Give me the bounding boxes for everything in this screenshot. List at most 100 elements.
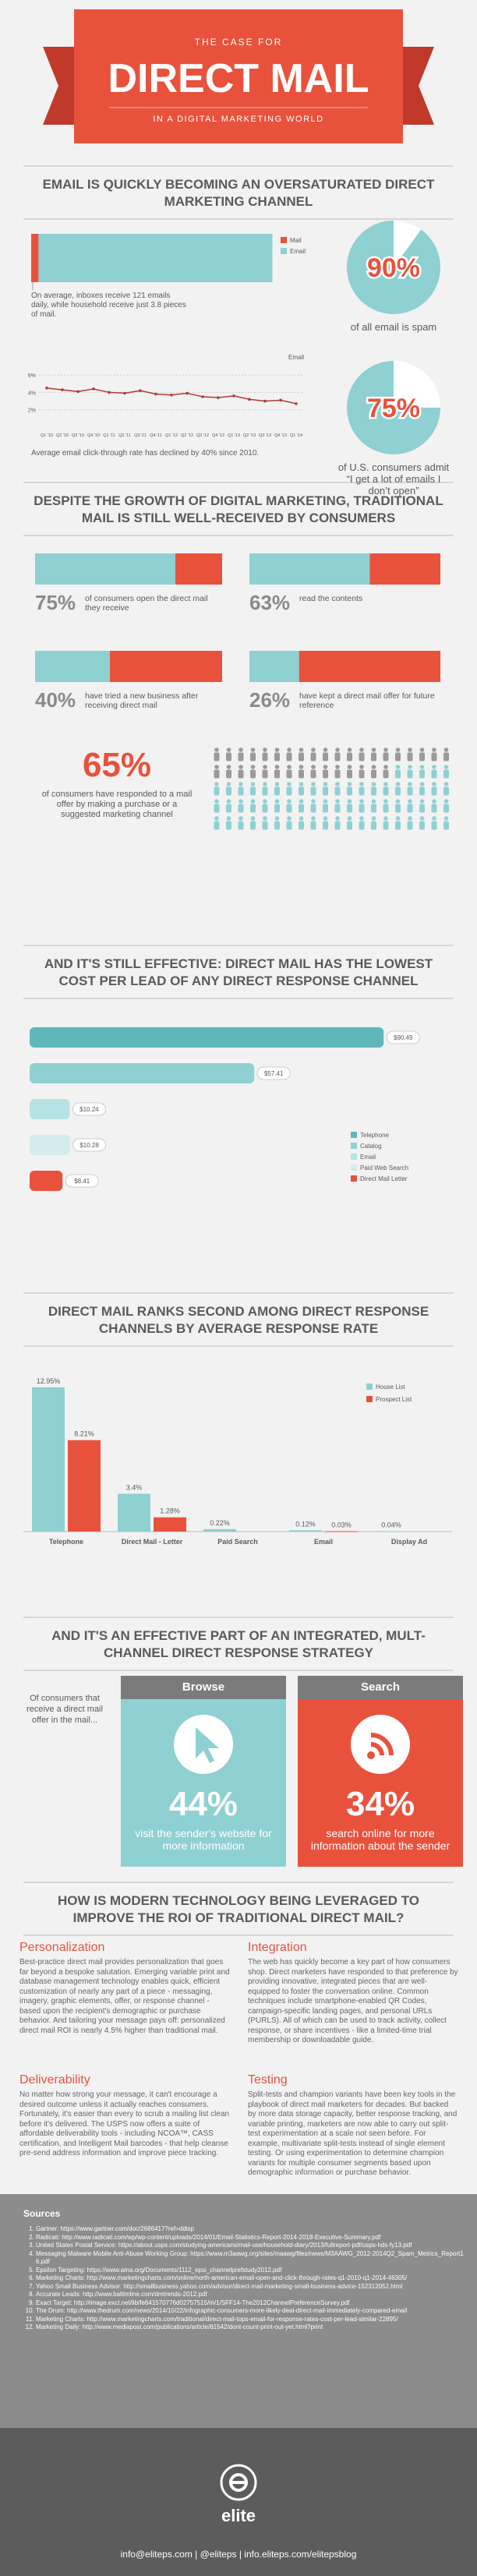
person-head — [432, 816, 436, 821]
stacked-bar-chart: Mail Email — [31, 234, 306, 290]
value-pill — [386, 1030, 420, 1044]
person-body — [371, 769, 376, 779]
person-icon — [431, 816, 437, 830]
value-label: 0.04% — [381, 1521, 401, 1528]
pie-value-label: 90% — [367, 253, 420, 283]
person-icon — [334, 765, 341, 779]
person-icon — [226, 747, 231, 761]
person-head — [226, 799, 231, 804]
logo-ring — [220, 2464, 257, 2501]
person-icon — [310, 816, 316, 830]
person-head — [311, 816, 316, 821]
header-kicker: THE CASE FOR — [195, 37, 283, 48]
person-head — [226, 747, 231, 752]
person-body — [250, 804, 256, 813]
progress-bar — [35, 651, 222, 682]
x-tick-label: Q2 '13 — [243, 433, 256, 438]
source-item: Marketing Daily: http://www.mediapost.co… — [36, 2323, 466, 2332]
line-point — [217, 396, 220, 399]
line-point — [232, 394, 235, 398]
x-tick-label: Email — [314, 1538, 333, 1546]
person-head — [250, 816, 256, 821]
x-tick-label: Q3 '13 — [259, 433, 271, 438]
person-head — [263, 747, 267, 752]
person-head — [335, 816, 340, 821]
source-item: Exact Target: http://image.exct.net/lib/… — [36, 2299, 466, 2308]
bar — [30, 1063, 255, 1083]
person-body — [310, 804, 316, 813]
person-head — [287, 782, 292, 786]
x-tick-label: Direct Mail - Letter — [122, 1538, 183, 1546]
person-head — [371, 747, 376, 752]
person-body — [274, 769, 280, 779]
person-head — [299, 816, 304, 821]
person-head — [299, 747, 304, 752]
person-head — [323, 816, 328, 821]
person-body — [395, 804, 401, 813]
separator — [23, 1670, 454, 1671]
progress-bar — [249, 651, 440, 682]
value-label: 8.21% — [74, 1430, 94, 1438]
person-body — [286, 786, 292, 796]
person-icon — [347, 816, 352, 830]
x-tick-label: Q4 '10 — [87, 433, 100, 438]
separator — [23, 945, 454, 946]
person-body — [383, 786, 389, 796]
person-icon — [286, 799, 292, 813]
person-body — [359, 752, 365, 761]
person-icon — [310, 782, 316, 796]
person-head — [335, 799, 340, 804]
person-icon — [214, 799, 220, 813]
pie-caption: of U.S. consumers admit “I get a lot of … — [337, 461, 450, 496]
stat-caption: search online for more information about… — [310, 1827, 450, 1852]
person-body — [250, 821, 256, 830]
x-tick-label: Q3 '10 — [72, 433, 84, 438]
person-head — [443, 816, 449, 821]
person-icon — [395, 747, 401, 761]
signal-arc — [370, 1742, 384, 1756]
source-item: Accurate Leads: http://www.baltimline.co… — [36, 2291, 466, 2299]
separator — [23, 1617, 454, 1618]
person-body — [359, 769, 365, 779]
progress-value: 26% — [249, 688, 291, 712]
section-heading: DESPITE THE GROWTH OF DIGITAL MARKETING,… — [34, 493, 443, 525]
person-head — [395, 816, 401, 821]
person-icon — [286, 765, 292, 779]
value-label: 0.03% — [331, 1521, 352, 1529]
person-icon — [359, 765, 365, 779]
logo-bar — [231, 2481, 246, 2484]
line-point — [170, 393, 173, 397]
header-title: DIRECT MAIL — [108, 56, 369, 101]
section-heading: AND IT'S AN EFFECTIVE PART OF AN INTEGRA… — [51, 1628, 426, 1660]
person-head — [371, 816, 376, 821]
person-icon — [238, 816, 244, 830]
person-head — [443, 782, 449, 786]
person-body — [347, 752, 352, 761]
series-label: Email — [288, 354, 304, 361]
person-head — [347, 799, 352, 804]
person-head — [419, 765, 425, 769]
person-head — [383, 765, 388, 769]
bar — [30, 1171, 63, 1191]
stat-value: 44% — [168, 1785, 238, 1823]
person-head — [263, 799, 267, 804]
person-head — [335, 782, 340, 786]
person-icon — [334, 782, 341, 796]
source-item: Marketing Charts: http://www.marketingch… — [36, 2274, 466, 2283]
progress-bar — [249, 553, 440, 585]
person-body — [310, 769, 316, 779]
person-icon — [262, 747, 268, 761]
person-head — [347, 816, 352, 821]
person-icon — [250, 799, 256, 813]
person-body — [371, 752, 376, 761]
person-head — [383, 782, 388, 786]
cursor-icon — [196, 1727, 219, 1763]
person-body — [214, 786, 220, 796]
person-body — [310, 752, 316, 761]
person-head — [335, 747, 340, 752]
person-icon — [407, 747, 413, 761]
person-icon — [371, 816, 376, 830]
separator — [23, 1882, 454, 1883]
x-tick-label: Q1 '11 — [103, 433, 115, 438]
person-head — [347, 747, 352, 752]
